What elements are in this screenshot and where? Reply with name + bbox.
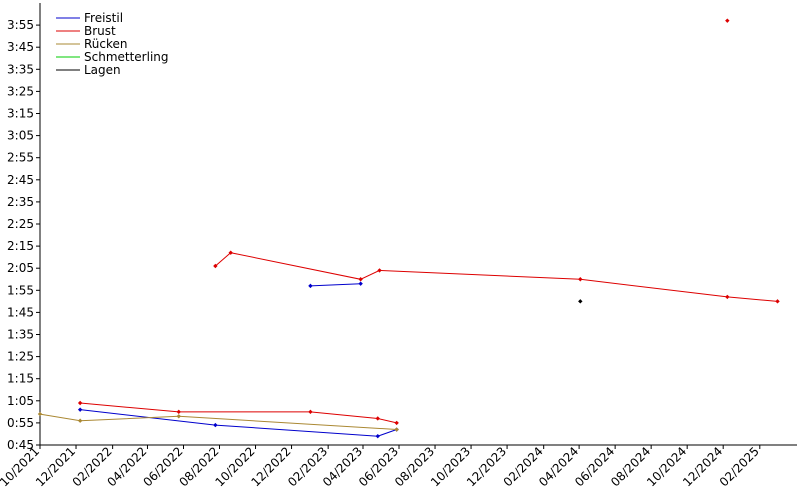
y-tick-label: 1:25	[7, 350, 34, 364]
data-point	[37, 411, 43, 417]
data-point	[578, 277, 583, 282]
data-point	[725, 294, 730, 300]
series-r-cken	[37, 411, 399, 432]
data-point	[77, 418, 83, 423]
y-tick-label: 1:05	[7, 394, 34, 408]
data-point	[308, 283, 313, 289]
y-tick-label: 2:35	[7, 195, 34, 209]
legend-label: Schmetterling	[84, 50, 169, 64]
legend-label: Freistil	[84, 11, 123, 25]
y-tick-label: 0:45	[7, 438, 34, 452]
data-point	[176, 414, 181, 419]
y-tick-label: 3:05	[7, 129, 34, 143]
data-point	[213, 263, 218, 269]
y-tick-label: 2:25	[7, 217, 34, 231]
y-tick-label: 1:55	[7, 283, 34, 297]
y-tick-label: 3:15	[7, 107, 34, 121]
y-tick-label: 3:35	[7, 62, 34, 76]
series-line	[39, 413, 397, 430]
data-point	[358, 281, 363, 286]
y-tick-label: 1:35	[7, 328, 34, 342]
y-tick-label: 1:15	[7, 372, 34, 386]
data-point	[375, 416, 380, 421]
series-freistil	[77, 281, 399, 439]
data-point	[578, 299, 583, 304]
y-tick-label: 2:15	[7, 239, 34, 253]
data-point	[394, 420, 399, 426]
y-tick-label: 3:25	[7, 84, 34, 98]
y-tick-label: 2:55	[7, 151, 34, 165]
data-point	[377, 268, 382, 273]
series-line	[310, 283, 361, 287]
data-point	[308, 409, 313, 415]
series-layer	[37, 18, 780, 439]
x-tick-label: 02/2025	[717, 444, 762, 489]
y-tick-label: 1:45	[7, 305, 34, 319]
data-point	[176, 409, 181, 415]
data-point	[228, 250, 233, 255]
series-brust	[77, 18, 780, 426]
series-lagen	[578, 299, 583, 304]
data-point	[358, 277, 363, 282]
legend-label: Lagen	[84, 63, 121, 77]
legend-label: Brust	[84, 24, 116, 38]
data-point	[725, 18, 730, 23]
y-tick-label: 2:05	[7, 261, 34, 275]
series-line	[215, 252, 778, 302]
legend-label: Rücken	[84, 37, 128, 51]
data-point	[375, 433, 380, 439]
data-point	[77, 407, 83, 412]
data-point	[213, 422, 218, 428]
y-tick-label: 3:55	[7, 18, 34, 32]
y-tick-label: 2:45	[7, 173, 34, 187]
series-line	[80, 409, 397, 437]
data-point	[394, 427, 399, 432]
data-point	[77, 400, 83, 406]
y-tick-label: 0:55	[7, 416, 34, 430]
data-point	[775, 299, 780, 304]
y-tick-label: 3:45	[7, 40, 34, 54]
